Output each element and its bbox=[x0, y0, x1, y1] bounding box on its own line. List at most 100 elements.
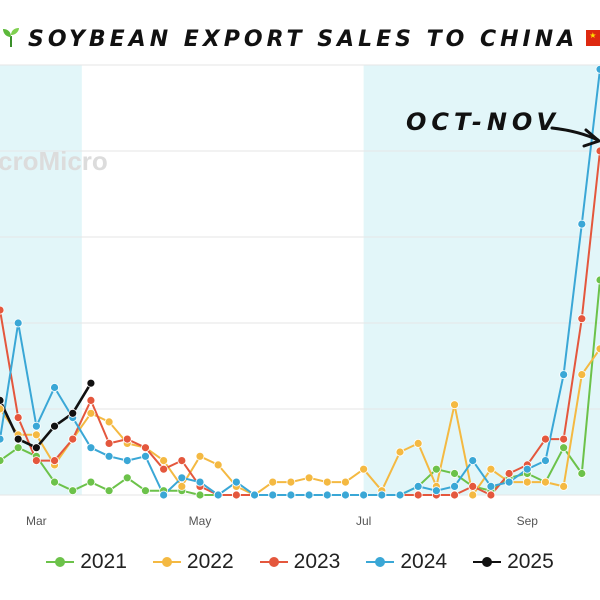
point-2023 bbox=[504, 469, 514, 478]
point-2024 bbox=[541, 456, 550, 466]
point-2023 bbox=[450, 490, 459, 500]
legend-swatch bbox=[366, 556, 395, 568]
point-2022 bbox=[31, 430, 41, 440]
point-2023 bbox=[559, 434, 569, 444]
point-2022 bbox=[577, 370, 587, 380]
legend: 2021 2022 2023 2024 2025 bbox=[0, 550, 600, 574]
point-2021 bbox=[595, 275, 600, 285]
point-2024 bbox=[122, 456, 132, 466]
point-2024 bbox=[141, 451, 150, 461]
point-2021 bbox=[431, 464, 441, 474]
point-2023 bbox=[595, 146, 600, 156]
point-2021 bbox=[450, 469, 459, 478]
point-2023 bbox=[13, 413, 23, 423]
point-2025 bbox=[0, 396, 5, 405]
point-2023 bbox=[159, 464, 169, 474]
point-2022 bbox=[413, 438, 423, 448]
point-2022 bbox=[104, 417, 114, 427]
point-2024 bbox=[86, 443, 96, 453]
point-2024 bbox=[413, 481, 423, 491]
point-2024 bbox=[504, 477, 514, 487]
point-2021 bbox=[104, 486, 114, 496]
point-2025 bbox=[50, 421, 59, 431]
point-2021 bbox=[577, 469, 587, 478]
point-2025 bbox=[68, 408, 78, 418]
legend-item-2021: 2021 bbox=[46, 550, 127, 574]
legend-swatch bbox=[152, 556, 181, 568]
point-2024 bbox=[595, 64, 600, 74]
x-axis-ticks: Mar May Jul Sep bbox=[26, 514, 538, 528]
point-2024 bbox=[50, 383, 59, 392]
point-2024 bbox=[559, 370, 569, 380]
point-2024 bbox=[341, 490, 350, 500]
point-2024 bbox=[486, 481, 496, 491]
point-2021 bbox=[141, 486, 150, 496]
point-2021 bbox=[122, 473, 132, 483]
legend-label: 2025 bbox=[507, 550, 554, 573]
point-2025 bbox=[13, 434, 23, 444]
point-2023 bbox=[468, 481, 478, 491]
point-2024 bbox=[377, 490, 387, 500]
legend-item-2025: 2025 bbox=[473, 550, 554, 574]
legend-item-2023: 2023 bbox=[259, 550, 341, 574]
arrow-head bbox=[582, 128, 600, 148]
x-tick-label: Jul bbox=[356, 514, 371, 528]
point-2022 bbox=[486, 464, 496, 474]
point-2022 bbox=[450, 400, 459, 410]
point-2024 bbox=[450, 481, 459, 491]
point-2022 bbox=[541, 477, 550, 487]
shaded-periods bbox=[0, 65, 600, 495]
point-2022 bbox=[359, 464, 369, 474]
point-2024 bbox=[13, 318, 23, 328]
legend-item-2022: 2022 bbox=[152, 550, 234, 574]
point-2022 bbox=[395, 447, 405, 457]
point-2024 bbox=[468, 456, 478, 466]
point-2024 bbox=[104, 451, 114, 461]
point-2023 bbox=[541, 434, 550, 444]
legend-swatch bbox=[46, 556, 75, 568]
chart-title-text: SOYBEAN EXPORT SALES TO CHINA bbox=[28, 27, 579, 52]
point-2022 bbox=[213, 460, 223, 470]
point-2021 bbox=[86, 477, 96, 487]
point-2024 bbox=[195, 477, 205, 487]
point-2022 bbox=[195, 451, 205, 461]
point-2022 bbox=[468, 490, 478, 500]
point-2024 bbox=[213, 490, 223, 500]
legend-swatch bbox=[259, 556, 288, 568]
point-2023 bbox=[68, 434, 78, 444]
legend-label: 2022 bbox=[186, 550, 234, 573]
point-2022 bbox=[322, 477, 332, 487]
point-2022 bbox=[304, 473, 314, 483]
point-2021 bbox=[13, 443, 23, 453]
point-2024 bbox=[286, 490, 296, 500]
point-2022 bbox=[0, 404, 5, 414]
point-2024 bbox=[522, 464, 532, 474]
point-2021 bbox=[559, 443, 569, 453]
shaded-period-1 bbox=[363, 65, 600, 495]
point-2021 bbox=[50, 477, 59, 487]
point-2021 bbox=[195, 490, 205, 500]
point-2024 bbox=[304, 490, 314, 500]
point-2022 bbox=[286, 477, 296, 487]
point-2023 bbox=[50, 456, 59, 466]
point-2024 bbox=[577, 219, 587, 229]
point-2024 bbox=[0, 434, 5, 444]
point-2025 bbox=[86, 378, 96, 388]
point-2025 bbox=[31, 443, 41, 453]
series-line-2024 bbox=[0, 69, 600, 496]
x-tick-label: May bbox=[189, 514, 212, 528]
watermark: croMicro bbox=[0, 146, 108, 176]
point-2022 bbox=[177, 481, 187, 491]
point-2024 bbox=[231, 477, 241, 487]
legend-swatch bbox=[473, 556, 502, 568]
point-2024 bbox=[159, 490, 169, 500]
legend-label: 2023 bbox=[293, 550, 341, 573]
point-2023 bbox=[104, 438, 114, 448]
point-2022 bbox=[159, 456, 169, 466]
series-line-2022 bbox=[0, 348, 600, 496]
annotation-arrow bbox=[550, 126, 600, 148]
x-tick-label: Sep bbox=[517, 514, 539, 528]
point-2023 bbox=[86, 395, 96, 405]
china-flag-icon bbox=[586, 30, 600, 46]
